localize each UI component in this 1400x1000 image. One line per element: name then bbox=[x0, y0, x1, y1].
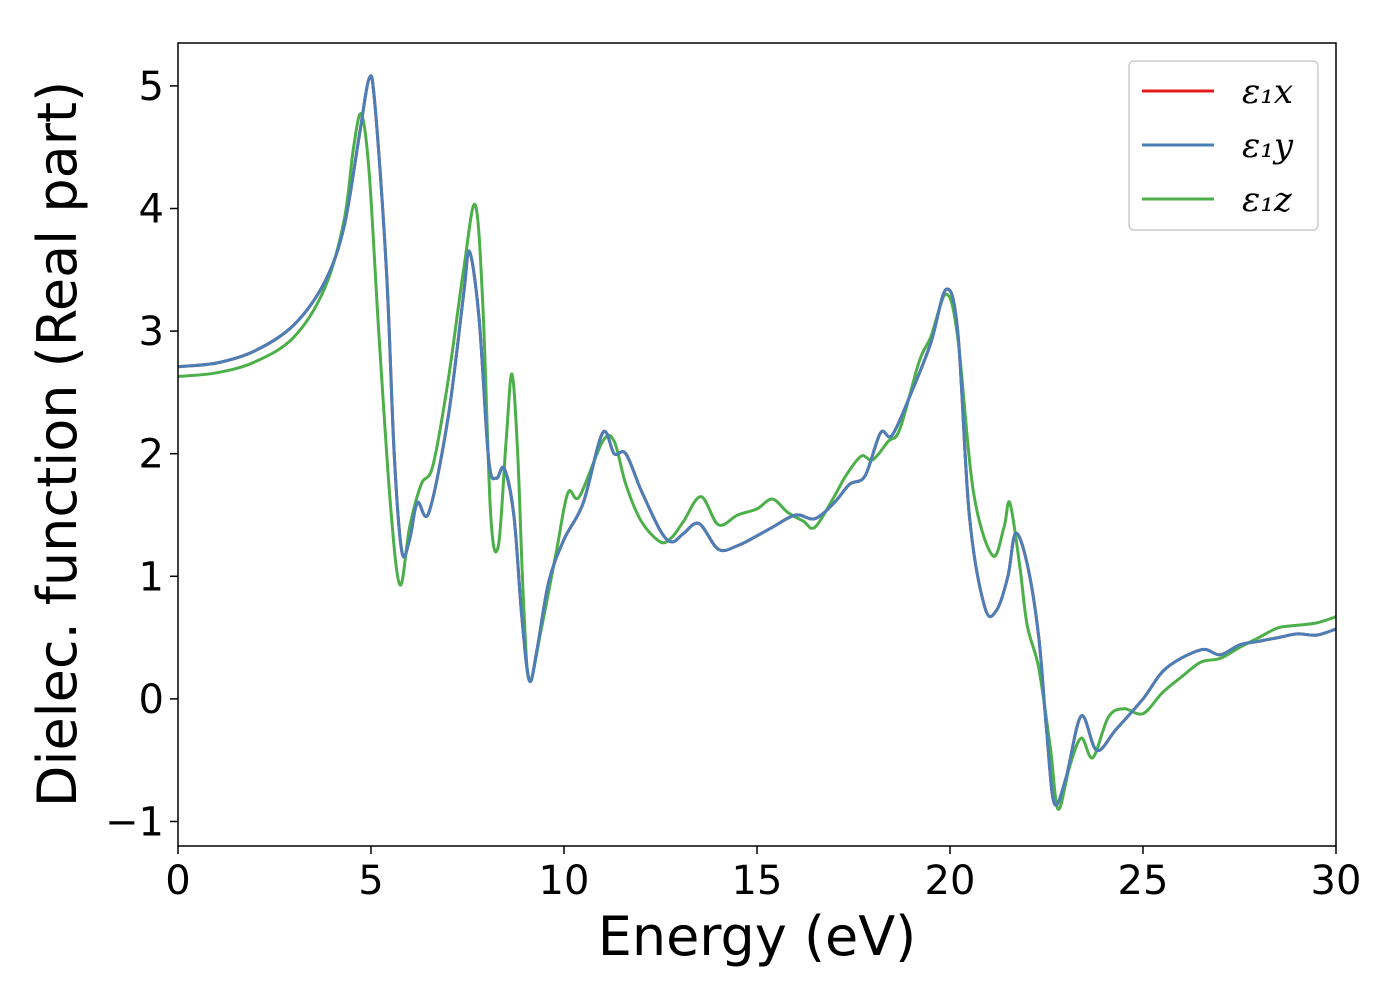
y-axis-label: Dielec. function (Real part) bbox=[26, 81, 89, 807]
y-tick-label: 3 bbox=[139, 309, 164, 355]
legend-box bbox=[1128, 60, 1319, 231]
y-tick-label: 0 bbox=[139, 677, 164, 723]
legend: ε₁x ε₁y ε₁z bbox=[1128, 60, 1319, 231]
series-line-2 bbox=[178, 74, 1336, 807]
x-tick-label: 25 bbox=[1118, 858, 1169, 904]
x-tick-label: 0 bbox=[165, 858, 190, 904]
x-tick-label: 15 bbox=[732, 858, 783, 904]
legend-label: ε₁y bbox=[1242, 126, 1294, 166]
x-tick-label: 20 bbox=[925, 858, 976, 904]
x-tick-label: 10 bbox=[539, 858, 590, 904]
legend-label: ε₁x bbox=[1242, 72, 1293, 112]
y-tick-label: 1 bbox=[139, 554, 164, 600]
y-tick-label: 2 bbox=[139, 432, 164, 478]
y-tick-label: −1 bbox=[105, 799, 164, 845]
x-tick-label: 30 bbox=[1311, 858, 1362, 904]
y-axis-ticks: −1 0 1 2 3 4 5 bbox=[105, 64, 178, 845]
y-tick-label: 5 bbox=[139, 64, 164, 110]
x-axis-label: Energy (eV) bbox=[598, 905, 917, 968]
series-layer bbox=[178, 74, 1336, 811]
x-axis-ticks: 0 5 10 15 20 25 30 bbox=[165, 846, 1361, 904]
legend-label: ε₁z bbox=[1242, 180, 1293, 220]
y-tick-label: 4 bbox=[139, 187, 164, 233]
x-tick-label: 5 bbox=[358, 858, 383, 904]
